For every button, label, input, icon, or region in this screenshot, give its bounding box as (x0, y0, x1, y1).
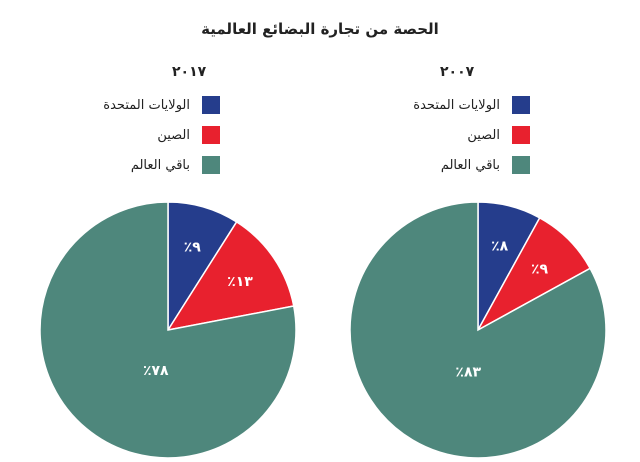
pie-data-label-china: ٪١٣ (227, 274, 253, 290)
pie-data-label-united-states: ٪٨ (491, 239, 509, 255)
pie-data-label-rest-of-world: ٪٨٣ (455, 365, 481, 381)
pie-title-2017: ٢٠١٧ (172, 64, 207, 80)
legend-swatch-rest-of-world (202, 156, 220, 174)
legend-label-rest-of-world: باقي العالم (440, 157, 500, 173)
pie-title-2007: ٢٠٠٧ (440, 64, 475, 80)
legend-label-united-states: الولايات المتحدة (413, 97, 500, 113)
legend-item-united-states: الولايات المتحدة (72, 90, 220, 120)
pie-slice-china (166, 220, 295, 332)
legend-swatch-china (202, 126, 220, 144)
legend-2017: الولايات المتحدة الصين باقي العالم (72, 90, 220, 180)
legend-item-china: الصين (72, 120, 220, 150)
pie-panel-2007: ٢٠٠٧ الولايات المتحدة الصين باقي العالم … (330, 60, 630, 460)
legend-label-united-states: الولايات المتحدة (103, 97, 190, 113)
pie-data-label-rest-of-world: ٪٧٨ (143, 363, 169, 379)
pie-slice-rest-of-world (349, 201, 607, 459)
legend-label-china: الصين (467, 127, 500, 143)
legend-item-china: الصين (382, 120, 530, 150)
pie-slice-rest-of-world (39, 201, 297, 459)
legend-item-rest-of-world: باقي العالم (72, 150, 220, 180)
pie-panel-2017: ٢٠١٧ الولايات المتحدة الصين باقي العالم … (20, 60, 320, 460)
legend-item-rest-of-world: باقي العالم (382, 150, 530, 180)
pie-chart-2017: ٪٩ ٪١٣ ٪٧٨ (39, 201, 297, 459)
legend-swatch-united-states (512, 96, 530, 114)
chart-title: الحصة من تجارة البضائع العالمية (201, 20, 439, 38)
pie-chart-2007: ٪٨ ٪٩ ٪٨٣ (349, 201, 607, 459)
legend-label-china: الصين (157, 127, 190, 143)
pie-data-label-united-states: ٪٩ (184, 239, 202, 255)
pie-data-label-china: ٪٩ (531, 261, 549, 277)
legend-swatch-rest-of-world (512, 156, 530, 174)
legend-item-united-states: الولايات المتحدة (382, 90, 530, 120)
legend-2007: الولايات المتحدة الصين باقي العالم (382, 90, 530, 180)
legend-swatch-united-states (202, 96, 220, 114)
legend-label-rest-of-world: باقي العالم (130, 157, 190, 173)
legend-swatch-china (512, 126, 530, 144)
